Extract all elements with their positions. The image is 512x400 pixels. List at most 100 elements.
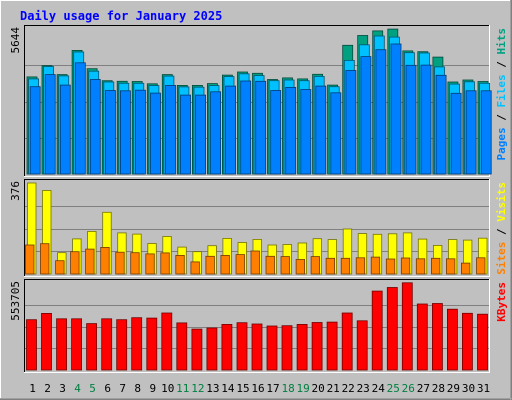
hits-pages-bar-6	[105, 90, 116, 175]
x-tick-label: 17	[266, 382, 279, 395]
hits-pages-bar-7	[120, 90, 131, 175]
kbytes-kbytes-bar-9	[146, 317, 158, 371]
x-tick-label: 9	[149, 382, 156, 395]
visits-sites-bar-6	[100, 246, 110, 275]
hits-pages-bar-4	[74, 62, 86, 175]
hits-pages-bar-27	[420, 64, 432, 175]
x-tick-label: 7	[119, 382, 126, 395]
visits-sites-bar-29	[445, 258, 456, 275]
x-tick-label: 16	[251, 382, 264, 395]
visits-sites-bar-1	[25, 244, 35, 275]
visits-sites-bar-18	[280, 256, 290, 275]
axis-title-part: Files	[495, 74, 508, 107]
kbytes-kbytes-bar-3	[56, 318, 67, 371]
visits-sites-bar-14	[220, 254, 230, 275]
x-tick-label: 26	[402, 382, 415, 395]
hits-pages-bar-5	[89, 79, 101, 175]
kbytes-kbytes-bar-18	[281, 325, 293, 371]
hits-pages-bar-21	[330, 92, 342, 175]
x-tick-label: 11	[176, 382, 189, 395]
hits-pages-bar-12	[195, 94, 207, 175]
axis-title-part: Hits	[495, 28, 508, 55]
hits-pages-bar-22	[345, 70, 357, 175]
x-tick-label: 5	[89, 382, 96, 395]
kbytes-kbytes-bar-4	[71, 318, 82, 371]
hits-pages-bar-28	[435, 74, 447, 175]
kbytes-kbytes-bar-11	[176, 322, 188, 371]
x-tick-label: 29	[447, 382, 460, 395]
x-tick-label: 30	[462, 382, 475, 395]
hits-pages-bar-25	[390, 43, 402, 175]
axis-title-part: KBytes	[495, 282, 508, 322]
visits-sites-bar-22	[340, 257, 351, 275]
hits-pages-bar-8	[134, 89, 146, 175]
kbytes-kbytes-bar-5	[86, 323, 97, 371]
kbytes-kbytes-bar-19	[296, 323, 308, 371]
visits-sites-bar-8	[130, 252, 140, 275]
kbytes-kbytes-bar-28	[431, 303, 443, 371]
kbytes-axis-title: KBytes	[495, 282, 508, 322]
x-axis-labels: 1 2 3 4 5 6 7 8 9 10 11 12 13 14 15 16 17 18 19 20 21 22 23 24 2…	[29, 382, 490, 395]
hits-pages-bar-13	[210, 91, 222, 175]
visits-sites-bar-7	[115, 251, 125, 275]
hits-axis-title: Pages / Files / Hits	[495, 28, 508, 161]
x-tick-label: 25	[387, 382, 400, 395]
hits-pages-bar-19	[300, 89, 312, 175]
kbytes-kbytes-bar-13	[206, 327, 218, 371]
kbytes-kbytes-bar-14	[221, 323, 233, 371]
hits-panel: 5644 Pages / Files / Hits	[9, 25, 508, 177]
visits-axis-title: Sites / Visits	[495, 182, 508, 275]
hits-pages-bar-30	[465, 90, 477, 175]
x-tick-label: 18	[281, 382, 294, 395]
visits-sites-bar-15	[235, 254, 245, 275]
x-tick-label: 8	[134, 382, 141, 395]
hits-pages-bar-3	[59, 84, 71, 175]
visits-sites-bar-27	[415, 258, 426, 275]
x-tick-label: 12	[191, 382, 204, 395]
visits-sites-bar-20	[310, 256, 321, 275]
kbytes-kbytes-bar-17	[266, 325, 278, 371]
x-tick-label: 20	[311, 382, 324, 395]
visits-sites-bar-3	[55, 260, 65, 275]
kbytes-kbytes-bar-2	[41, 312, 52, 371]
visits-ymax-label: 376	[9, 181, 22, 201]
kbytes-kbytes-bar-6	[101, 318, 113, 371]
visits-sites-bar-17	[265, 255, 275, 275]
visits-sites-bar-5	[85, 248, 95, 275]
kbytes-kbytes-bar-22	[341, 312, 353, 371]
axis-title-part: Pages	[495, 127, 508, 160]
visits-sites-bar-24	[370, 256, 381, 275]
hits-ymax-label: 5644	[9, 27, 22, 54]
x-tick-label: 1	[29, 382, 36, 395]
chart-title: Daily usage for January 2025	[20, 9, 222, 23]
x-tick-label: 22	[342, 382, 355, 395]
kbytes-panel: 553705 KBytes	[9, 279, 508, 373]
visits-sites-bar-31	[476, 257, 486, 275]
hits-pages-bar-2	[44, 74, 56, 175]
x-tick-label: 10	[161, 382, 174, 395]
kbytes-kbytes-bar-24	[371, 290, 383, 371]
kbytes-kbytes-bar-16	[251, 323, 263, 371]
hits-pages-bar-31	[480, 90, 492, 175]
x-tick-label: 13	[206, 382, 219, 395]
kbytes-kbytes-bar-1	[26, 319, 37, 371]
kbytes-kbytes-bar-7	[116, 319, 128, 371]
kbytes-kbytes-bar-8	[131, 317, 143, 371]
hits-pages-bar-14	[225, 85, 237, 175]
kbytes-kbytes-bar-29	[446, 308, 458, 371]
hits-pages-bar-23	[360, 56, 372, 175]
hits-pages-bar-17	[270, 90, 282, 175]
visits-sites-bar-4	[70, 251, 80, 275]
hits-pages-bar-1	[29, 86, 41, 175]
hits-pages-bar-11	[180, 94, 191, 175]
hits-pages-bar-10	[165, 85, 176, 175]
x-tick-label: 31	[477, 382, 490, 395]
x-tick-label: 28	[432, 382, 445, 395]
kbytes-kbytes-bar-10	[161, 312, 173, 371]
x-tick-label: 19	[296, 382, 309, 395]
visits-sites-bar-13	[205, 255, 215, 275]
axis-title-part: /	[495, 55, 508, 75]
kbytes-ymax-label: 553705	[9, 281, 22, 321]
hits-pages-bar-16	[255, 80, 267, 175]
visits-sites-bar-30	[460, 262, 471, 275]
